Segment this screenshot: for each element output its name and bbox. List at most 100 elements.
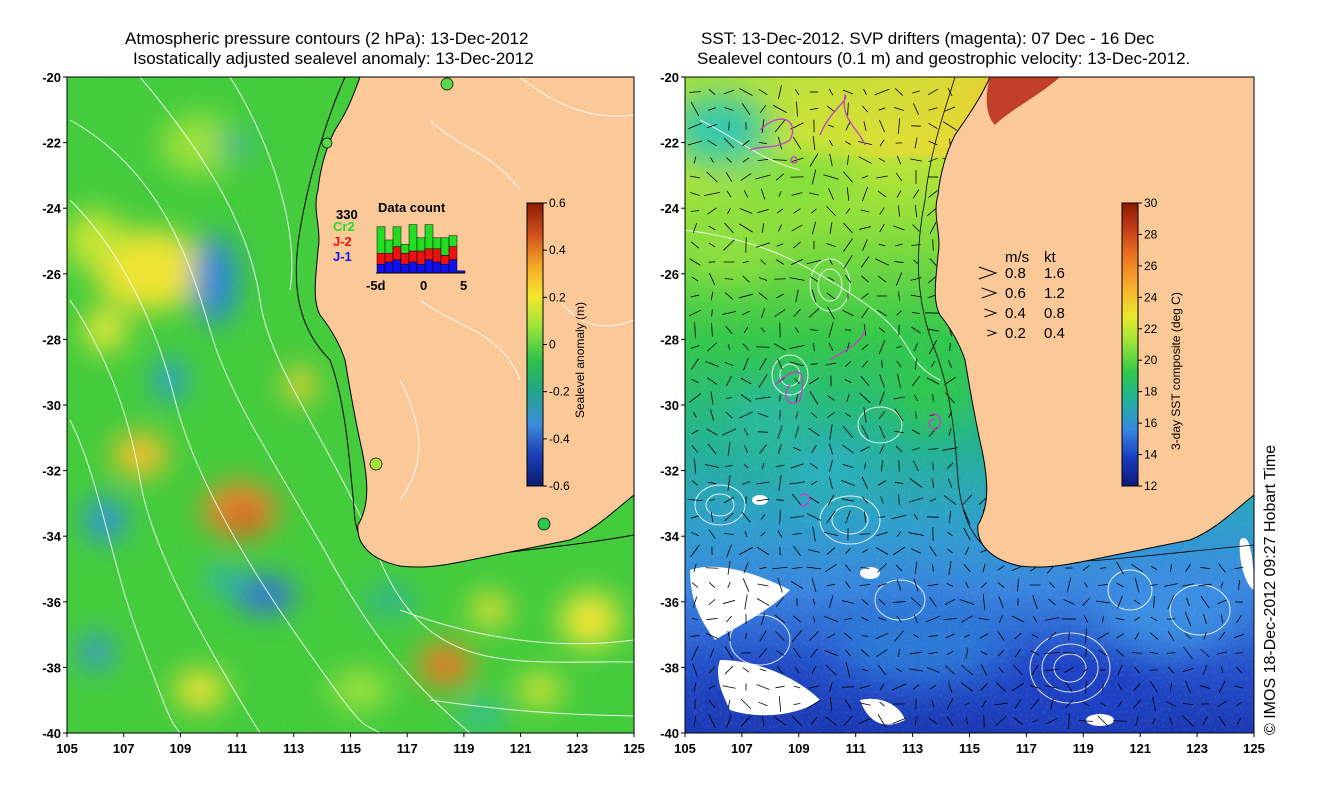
velocity-arrow: [727, 581, 731, 589]
velocity-arrow: [809, 153, 819, 167]
velocity-arrow: [691, 582, 699, 588]
velocity-arrow: [842, 89, 854, 95]
velocity-arrow: [728, 121, 730, 131]
velocity-arrow: [740, 173, 752, 181]
velocity-arrow: [1082, 701, 1090, 707]
velocity-arrow: [727, 343, 731, 351]
velocity-arrow: [929, 258, 937, 266]
velocity-arrow: [1150, 616, 1158, 622]
sealevel-colorbar-label: Sealevel anomaly (m): [573, 302, 587, 418]
velocity-arrow: [845, 361, 851, 367]
velocity-arrow: [829, 476, 833, 490]
count-bar-j1: [432, 261, 442, 274]
velocity-arrow: [793, 241, 801, 249]
velocity-arrow: [878, 157, 886, 163]
velocity-arrow: [908, 497, 924, 503]
velocity-arrow: [909, 478, 923, 488]
velocity-arrow: [1014, 648, 1022, 658]
velocity-arrow: [1218, 631, 1226, 641]
velocity-arrow: [792, 136, 802, 150]
velocity-arrow: [863, 511, 867, 523]
velocity-arrow: [898, 460, 900, 472]
velocity-arrow: [1237, 579, 1241, 591]
velocity-arrow: [808, 685, 820, 689]
velocity-arrow: [1149, 651, 1159, 655]
velocity-arrow: [724, 533, 734, 535]
velocity-arrow: [964, 634, 970, 638]
velocity-arrow: [844, 379, 852, 383]
velocity-arrow: [896, 360, 902, 368]
velocity-arrow: [808, 308, 820, 318]
velocity-arrow: [811, 578, 817, 592]
velocity-arrow: [929, 221, 937, 235]
velocity-arrow: [930, 360, 936, 368]
count-axis-label: 5: [460, 278, 467, 293]
velocity-arrow: [861, 598, 869, 606]
lat-label: -40: [660, 726, 679, 741]
velocity-arrow: [1113, 720, 1127, 722]
velocity-arrow: [948, 360, 952, 368]
velocity-arrow: [896, 615, 902, 623]
velocity-arrow: [723, 89, 735, 95]
velocity-arrow: [896, 668, 902, 672]
velocity-arrow: [726, 190, 732, 198]
count-bar-cr2: [376, 226, 386, 254]
velocity-arrow: [928, 339, 938, 355]
velocity-arrow: [761, 119, 765, 133]
count-bar-j1: [376, 263, 386, 274]
velocity-arrow: [978, 617, 990, 621]
velocity-arrow: [914, 411, 918, 419]
lon-label: 109: [788, 741, 810, 756]
velocity-arrow: [894, 408, 904, 422]
velocity-arrow: [778, 696, 782, 712]
lat-label: -24: [42, 201, 62, 216]
count-bar-cr2: [400, 244, 410, 254]
count-bar-j2: [384, 252, 394, 263]
velocity-arrow: [1030, 650, 1040, 656]
velocity-arrow: [775, 259, 785, 265]
velocity-arrow: [708, 685, 716, 689]
lon-label: 121: [510, 741, 532, 756]
velocity-arrow: [911, 312, 921, 314]
velocity-arrow: [877, 309, 887, 317]
velocity-arrow: [744, 594, 748, 610]
velocity-arrow: [1066, 577, 1072, 593]
velocity-arrow: [894, 482, 904, 484]
lat-label: -30: [42, 398, 61, 413]
velocity-arrow: [982, 594, 986, 610]
velocity-arrow: [894, 430, 904, 434]
velocity-arrow: [810, 412, 818, 418]
velocity-arrow: [811, 289, 817, 303]
lat-label: -20: [660, 70, 679, 85]
velocity-arrow: [823, 615, 839, 623]
velocity-arrow: [1117, 664, 1123, 676]
velocity-arrow: [1084, 582, 1088, 588]
velocity-arrow: [757, 583, 769, 587]
lat-label: -32: [42, 464, 61, 479]
velocity-arrow: [742, 667, 750, 673]
velocity-key-ms: 0.6: [1005, 285, 1026, 302]
velocity-arrow: [861, 360, 869, 368]
velocity-arrow: [708, 666, 716, 674]
velocity-arrow: [1095, 600, 1111, 604]
velocity-arrow: [844, 329, 852, 331]
velocity-arrow: [810, 329, 818, 331]
velocity-arrow: [928, 107, 938, 111]
lat-label: -38: [660, 660, 679, 675]
velocity-arrow: [739, 411, 753, 419]
velocity-arrow: [774, 119, 786, 133]
velocity-arrow: [710, 391, 714, 405]
lon-label: 121: [1129, 741, 1151, 756]
velocity-arrow: [724, 361, 734, 367]
velocity-arrow: [913, 634, 919, 638]
velocity-key-kt: 1.6: [1044, 265, 1065, 282]
velocity-arrow: [857, 140, 873, 146]
lat-label: -22: [42, 136, 61, 151]
lon-label: 111: [227, 741, 247, 756]
velocity-arrow: [1234, 566, 1244, 570]
velocity-arrow: [1079, 720, 1093, 722]
velocity-arrow: [1102, 683, 1104, 691]
velocity-arrow: [827, 306, 835, 320]
velocity-arrow: [1235, 666, 1243, 674]
velocity-arrow: [943, 121, 957, 131]
